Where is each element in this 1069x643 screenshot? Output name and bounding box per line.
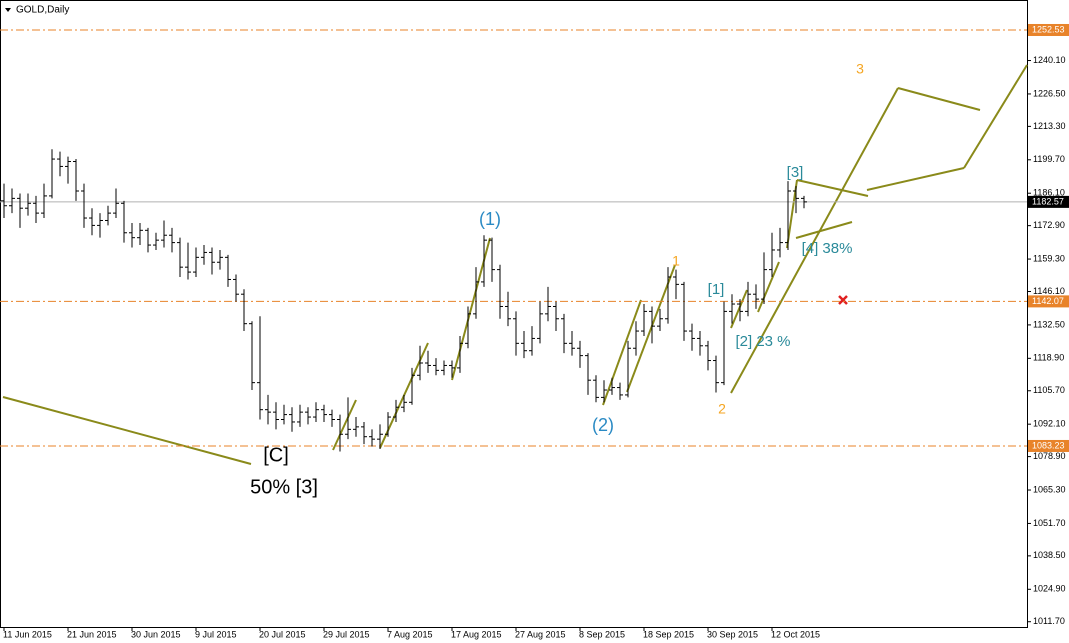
wave-label: 3 — [856, 61, 864, 77]
level-label: 1252.53 — [1032, 24, 1065, 34]
y-tick-label: 1105.70 — [1033, 385, 1065, 395]
x-tick-label: 8 Sep 2015 — [579, 629, 625, 639]
wave-label: [3] — [787, 164, 804, 181]
y-tick-label: 1051.70 — [1033, 518, 1066, 528]
x-tick-label: 29 Jul 2015 — [323, 629, 370, 639]
y-tick-label: 1226.50 — [1033, 88, 1066, 98]
trend-line — [897, 87, 981, 111]
x-tick-label: 21 Jun 2015 — [67, 629, 117, 639]
level-label-box — [1028, 295, 1069, 308]
y-tick-label: 1118.90 — [1033, 353, 1064, 363]
last-price-label: 1182.57 — [1032, 196, 1064, 206]
y-tick-label: 1065.30 — [1033, 484, 1066, 494]
trend-line — [730, 289, 748, 329]
trend-line — [332, 399, 357, 451]
wave-label: [C] — [263, 444, 289, 466]
trend-line — [757, 261, 780, 313]
trend-line — [866, 167, 965, 191]
trend-line — [795, 221, 853, 239]
plot-frame — [0, 0, 1028, 628]
y-tick-label: 1172.90 — [1033, 220, 1065, 230]
wave-label: 1 — [672, 253, 680, 269]
wave-label: 2 — [718, 401, 726, 417]
y-tick-label: 1186.10 — [1033, 188, 1065, 198]
last-price-box — [1028, 195, 1069, 208]
x-tick-label: 20 Jul 2015 — [259, 629, 306, 639]
wave-label: [2] 23 % — [735, 333, 790, 350]
x-tick-label: 18 Sep 2015 — [643, 629, 694, 639]
x-tick-label: 9 Jul 2015 — [195, 629, 237, 639]
level-label-box — [1028, 439, 1069, 452]
y-tick-label: 1146.10 — [1033, 286, 1065, 296]
y-tick-label: 1038.50 — [1033, 550, 1066, 560]
wave-label: 50% [3] — [250, 476, 318, 498]
level-label-box — [1028, 23, 1069, 36]
y-tick-label: 1240.10 — [1033, 55, 1066, 65]
level-label: 1083.23 — [1032, 440, 1065, 450]
wave-label: (2) — [592, 415, 614, 435]
x-tick-label: 30 Jun 2015 — [131, 629, 181, 639]
x-tick-label: 17 Aug 2015 — [451, 629, 502, 639]
y-tick-label: 1159.30 — [1033, 253, 1065, 263]
y-tick-label: 1132.50 — [1033, 319, 1065, 329]
wave-label: [1] — [708, 281, 725, 298]
wave-label: (1) — [479, 209, 501, 229]
x-tick-label: 12 Oct 2015 — [771, 629, 820, 639]
menu-arrow[interactable] — [5, 8, 11, 12]
x-tick-label: 30 Sep 2015 — [707, 629, 758, 639]
trend-line — [602, 299, 642, 406]
wave-label: [4] 38% — [802, 240, 853, 257]
x-tick-label: 11 Jun 2015 — [3, 629, 52, 639]
trend-line — [796, 179, 869, 197]
x-tick-label: 27 Aug 2015 — [515, 629, 566, 639]
symbol-title: GOLD,Daily — [16, 5, 69, 16]
y-tick-label: 1213.30 — [1033, 121, 1066, 131]
stop-marker — [838, 295, 848, 305]
trend-line — [963, 64, 1028, 169]
trend-line — [626, 264, 676, 393]
y-tick-label: 1199.70 — [1033, 154, 1065, 164]
y-tick-label: 1011.70 — [1033, 616, 1065, 626]
y-tick-label: 1024.90 — [1033, 584, 1066, 594]
x-tick-label: 7 Aug 2015 — [387, 629, 433, 639]
trend-line — [2, 396, 252, 465]
y-tick-label: 1092.10 — [1033, 419, 1066, 429]
level-label: 1142.07 — [1032, 296, 1064, 306]
y-tick-label: 1078.90 — [1033, 451, 1066, 461]
trend-line — [730, 87, 899, 394]
